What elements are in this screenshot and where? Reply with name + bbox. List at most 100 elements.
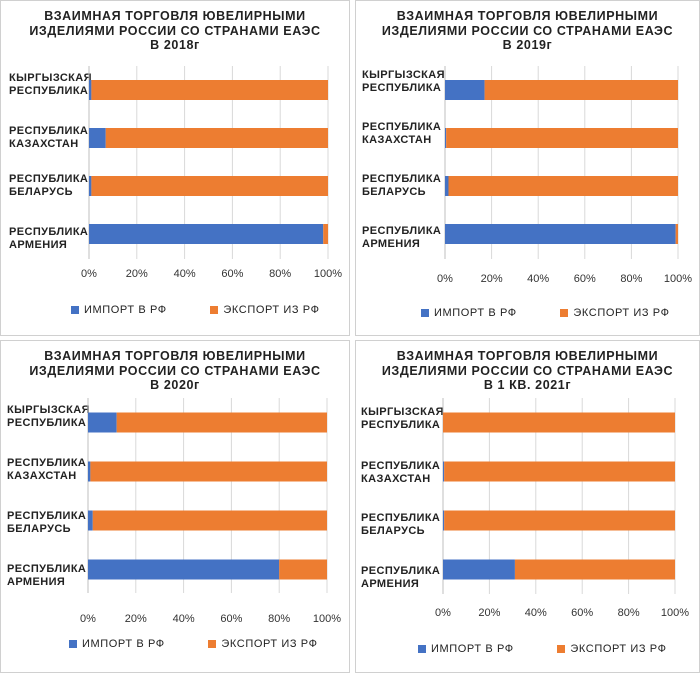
x-tick-label: 40% bbox=[527, 273, 549, 285]
legend-swatch-export bbox=[560, 309, 569, 318]
bar-segment-export bbox=[675, 224, 678, 244]
category-label-armenia: РЕСПУБЛИКА АРМЕНИЯ bbox=[7, 563, 87, 588]
legend-swatch-import bbox=[69, 640, 77, 649]
bar-segment-import bbox=[445, 80, 485, 100]
legend-swatch-export bbox=[208, 640, 217, 649]
legend-swatch-import bbox=[71, 306, 79, 315]
category-label-belarus: РЕСПУБЛИКА БЕЛАРУСЬ bbox=[361, 512, 441, 537]
x-tick-label: 40% bbox=[525, 607, 547, 619]
x-tick-label: 60% bbox=[571, 607, 593, 619]
plot-area: 0% 20% 40% 60% 80% 100% bbox=[80, 398, 341, 625]
category-label-belarus: РЕСПУБЛИКА БЕЛАРУСЬ bbox=[362, 173, 442, 198]
legend-label-import: ИМПОРТ В РФ bbox=[84, 304, 167, 316]
legend-label-import: ИМПОРТ В РФ bbox=[431, 643, 514, 655]
category-label-armenia: РЕСПУБЛИКА АРМЕНИЯ bbox=[362, 225, 442, 250]
bar-segment-import bbox=[89, 176, 92, 196]
legend-swatch-import bbox=[421, 309, 429, 318]
legend: ИМПОРТ В РФ ЭКСПОРТ ИЗ РФ bbox=[69, 638, 349, 650]
legend-label-import: ИМПОРТ В РФ bbox=[82, 638, 165, 650]
bar-segment-export bbox=[446, 128, 678, 148]
bar-segment-export bbox=[323, 224, 328, 244]
bar-segment-export bbox=[279, 559, 327, 580]
legend-item-export: ЭКСПОРТ ИЗ РФ bbox=[208, 638, 317, 650]
x-tick-label: 0% bbox=[435, 607, 451, 619]
bar-segment-import bbox=[89, 80, 92, 100]
legend-item-import: ИМПОРТ В РФ bbox=[421, 307, 517, 319]
bar-segment-import bbox=[88, 461, 91, 482]
bar-segment-export bbox=[484, 80, 678, 100]
category-label-kyrgyzstan: КЫРГЫЗСКАЯ РЕСПУБЛИКА bbox=[7, 404, 90, 429]
bar-segment-import bbox=[89, 224, 324, 244]
plot-area: 0% 20% 40% 60% 80% 100% bbox=[437, 66, 692, 285]
x-tick-label: 100% bbox=[314, 268, 342, 280]
x-tick-label: 80% bbox=[269, 268, 291, 280]
category-label-armenia: РЕСПУБЛИКА АРМЕНИЯ bbox=[9, 226, 89, 251]
category-label-kazakhstan: РЕСПУБЛИКА КАЗАХСТАН bbox=[361, 460, 441, 485]
chart-title: ВЗАИМНАЯ ТОРГОВЛЯ ЮВЕЛИРНЫМИ ИЗДЕЛИЯМИ Р… bbox=[29, 9, 321, 52]
chart-panel-2019: ВЗАИМНАЯ ТОРГОВЛЯ ЮВЕЛИРНЫМИ ИЗДЕЛИЯМИ Р… bbox=[355, 0, 700, 336]
legend: ИМПОРТ В РФ ЭКСПОРТ ИЗ РФ bbox=[418, 643, 699, 655]
category-label-belarus: РЕСПУБЛИКА БЕЛАРУСЬ bbox=[9, 173, 89, 198]
legend: ИМПОРТ В РФ ЭКСПОРТ ИЗ РФ bbox=[71, 304, 349, 316]
chart-title: ВЗАИМНАЯ ТОРГОВЛЯ ЮВЕЛИРНЫМИ ИЗДЕЛИЯМИ Р… bbox=[29, 349, 321, 392]
category-label-belarus: РЕСПУБЛИКА БЕЛАРУСЬ bbox=[7, 510, 87, 535]
x-tick-label: 20% bbox=[125, 613, 147, 625]
chart-panel-2018: ВЗАИМНАЯ ТОРГОВЛЯ ЮВЕЛИРНЫМИ ИЗДЕЛИЯМИ Р… bbox=[0, 0, 350, 336]
x-tick-label: 100% bbox=[661, 607, 689, 619]
category-label-kazakhstan: РЕСПУБЛИКА КАЗАХСТАН bbox=[362, 121, 442, 146]
x-tick-label: 40% bbox=[173, 613, 195, 625]
bar-segment-export bbox=[444, 461, 675, 482]
legend-label-export: ЭКСПОРТ ИЗ РФ bbox=[221, 638, 318, 650]
category-label-kyrgyzstan: КЫРГЫЗСКАЯ РЕСПУБЛИКА bbox=[361, 406, 444, 431]
legend-item-import: ИМПОРТ В РФ bbox=[71, 304, 167, 316]
legend-swatch-import bbox=[418, 645, 426, 654]
x-tick-label: 0% bbox=[80, 613, 96, 625]
bar-segment-import bbox=[445, 128, 447, 148]
x-tick-label: 20% bbox=[478, 607, 500, 619]
x-tick-label: 20% bbox=[481, 273, 503, 285]
legend-item-export: ЭКСПОРТ ИЗ РФ bbox=[560, 307, 669, 319]
bar-segment-import bbox=[89, 128, 106, 148]
category-label-kyrgyzstan: КЫРГЫЗСКАЯ РЕСПУБЛИКА bbox=[9, 72, 92, 97]
x-tick-label: 80% bbox=[618, 607, 640, 619]
legend: ИМПОРТ В РФ ЭКСПОРТ ИЗ РФ bbox=[421, 307, 699, 319]
x-tick-label: 100% bbox=[664, 273, 692, 285]
bar-segment-import bbox=[443, 461, 445, 482]
bar-segment-import bbox=[88, 412, 117, 433]
bar-segment-export bbox=[91, 80, 328, 100]
bar-segment-export bbox=[116, 412, 328, 433]
bar-segment-export bbox=[448, 176, 678, 196]
legend-swatch-export bbox=[557, 645, 566, 654]
bar-segment-export bbox=[91, 176, 328, 196]
bar-segment-export bbox=[90, 461, 327, 482]
chart-panel-2021q1: ВЗАИМНАЯ ТОРГОВЛЯ ЮВЕЛИРНЫМИ ИЗДЕЛИЯМИ Р… bbox=[355, 340, 700, 673]
x-tick-label: 60% bbox=[220, 613, 242, 625]
x-tick-label: 0% bbox=[437, 273, 453, 285]
chart-title: ВЗАИМНАЯ ТОРГОВЛЯ ЮВЕЛИРНЫМИ ИЗДЕЛИЯМИ Р… bbox=[381, 349, 674, 392]
bar-segment-export bbox=[443, 412, 675, 433]
legend-label-export: ЭКСПОРТ ИЗ РФ bbox=[223, 304, 320, 316]
plot-area: 0% 20% 40% 60% 80% 100% bbox=[435, 398, 689, 619]
x-tick-label: 40% bbox=[174, 268, 196, 280]
x-tick-label: 60% bbox=[574, 273, 596, 285]
legend-item-import: ИМПОРТ В РФ bbox=[69, 638, 165, 650]
category-label-kyrgyzstan: КЫРГЫЗСКАЯ РЕСПУБЛИКА bbox=[362, 69, 445, 94]
bar-segment-import bbox=[445, 224, 676, 244]
bar-segment-import bbox=[443, 559, 515, 580]
bar-segment-export bbox=[514, 559, 675, 580]
x-tick-label: 60% bbox=[221, 268, 243, 280]
legend-item-import: ИМПОРТ В РФ bbox=[418, 643, 514, 655]
legend-swatch-export bbox=[210, 306, 219, 315]
bar-segment-import bbox=[443, 510, 445, 531]
legend-label-export: ЭКСПОРТ ИЗ РФ bbox=[573, 307, 670, 319]
bar-segment-export bbox=[92, 510, 327, 531]
category-label-armenia: РЕСПУБЛИКА АРМЕНИЯ bbox=[361, 565, 441, 590]
x-tick-label: 80% bbox=[268, 613, 290, 625]
legend-item-export: ЭКСПОРТ ИЗ РФ bbox=[557, 643, 666, 655]
plot-area: 0% 20% 40% 60% 80% 100% bbox=[81, 66, 342, 280]
x-tick-label: 80% bbox=[620, 273, 642, 285]
bar-segment-import bbox=[88, 510, 93, 531]
x-tick-label: 100% bbox=[313, 613, 341, 625]
bar-segment-import bbox=[445, 176, 449, 196]
category-label-kazakhstan: РЕСПУБЛИКА КАЗАХСТАН bbox=[9, 125, 89, 150]
